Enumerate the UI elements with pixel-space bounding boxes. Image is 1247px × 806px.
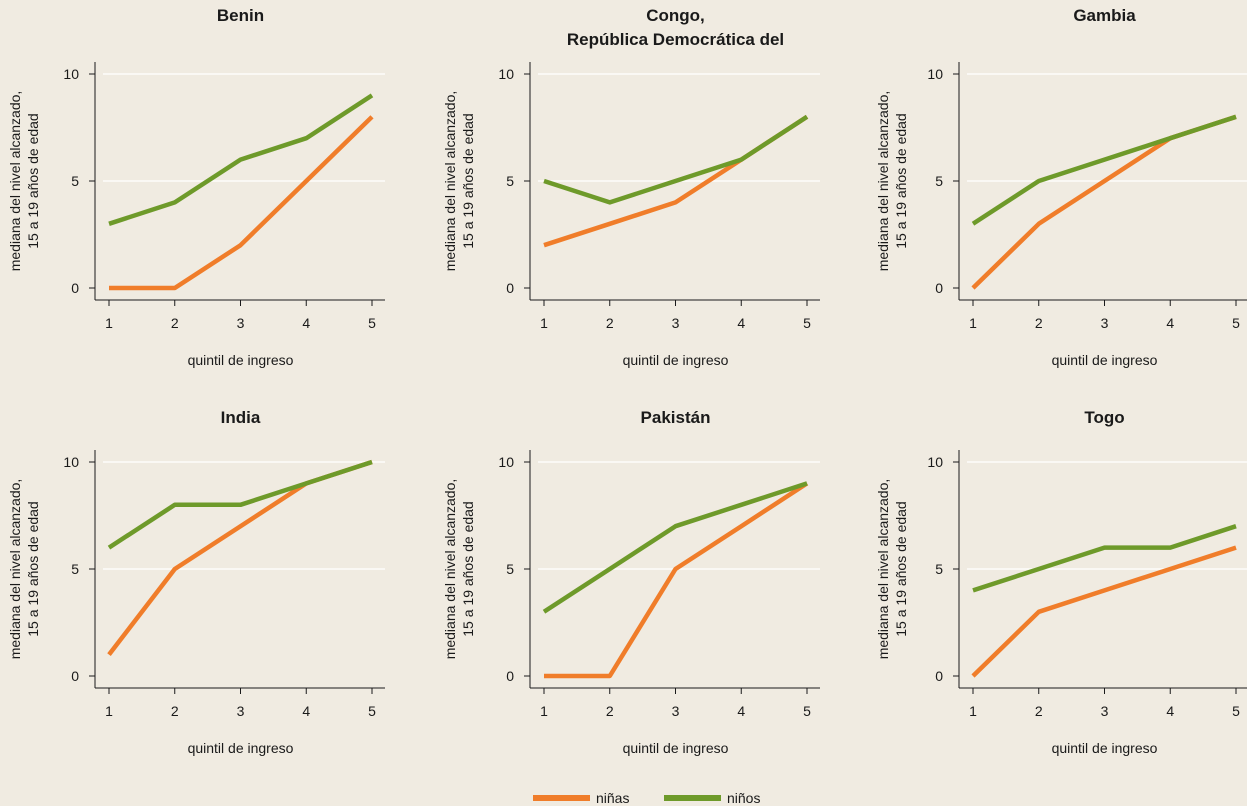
x-tick-label: 1 bbox=[105, 703, 113, 719]
x-tick-label: 5 bbox=[803, 315, 811, 331]
y-tick-label: 10 bbox=[498, 454, 514, 470]
x-axis-label: quintil de ingreso bbox=[623, 740, 729, 756]
y-tick-label: 0 bbox=[935, 280, 943, 296]
y-axis-label: 15 a 19 años de edad bbox=[893, 501, 909, 636]
series-line-ninos bbox=[972, 524, 1237, 593]
y-tick-label: 5 bbox=[506, 173, 514, 189]
series-line-ninos bbox=[543, 114, 809, 205]
series-line-ninos bbox=[542, 481, 808, 614]
series-line-ninas bbox=[544, 481, 809, 679]
y-axis-label: mediana del nivel alcanzado, bbox=[7, 479, 23, 660]
y-tick-label: 10 bbox=[927, 66, 943, 82]
x-tick-label: 3 bbox=[672, 315, 680, 331]
x-axis-label: quintil de ingreso bbox=[1052, 352, 1158, 368]
y-axis-label: 15 a 19 años de edad bbox=[460, 113, 476, 248]
x-tick-label: 2 bbox=[171, 315, 179, 331]
panel-title: República Democrática del bbox=[567, 30, 784, 49]
panel-1: Benin 0 5 10 1 2 3 4 5 quintil de ingreso mediana … bbox=[7, 6, 385, 368]
y-tick-label: 0 bbox=[71, 280, 79, 296]
x-tick-label: 3 bbox=[237, 703, 245, 719]
x-axis-label: quintil de ingreso bbox=[623, 352, 729, 368]
y-tick-label: 0 bbox=[506, 280, 514, 296]
y-tick-label: 10 bbox=[63, 66, 79, 82]
y-axis-label: 15 a 19 años de edad bbox=[25, 113, 41, 248]
y-tick-label: 5 bbox=[506, 561, 514, 577]
y-tick-label: 5 bbox=[71, 173, 79, 189]
y-tick-label: 5 bbox=[935, 561, 943, 577]
y-tick-label: 5 bbox=[935, 173, 943, 189]
y-tick-label: 0 bbox=[71, 668, 79, 684]
x-tick-label: 1 bbox=[105, 315, 113, 331]
x-tick-label: 5 bbox=[803, 703, 811, 719]
panel-title: Gambia bbox=[1073, 6, 1136, 25]
panel-5: Pakistán 0 5 10 1 2 3 4 5 quintil de ingreso media… bbox=[442, 408, 820, 756]
legend-label-ninos: niños bbox=[727, 790, 760, 806]
y-tick-label: 10 bbox=[498, 66, 514, 82]
x-axis-label: quintil de ingreso bbox=[188, 352, 294, 368]
x-tick-label: 4 bbox=[737, 703, 745, 719]
y-axis-label: 15 a 19 años de edad bbox=[25, 501, 41, 636]
y-axis-label: 15 a 19 años de edad bbox=[460, 501, 476, 636]
series-line-ninas bbox=[971, 114, 1237, 290]
panel-title: Pakistán bbox=[641, 408, 711, 427]
y-tick-label: 0 bbox=[506, 668, 514, 684]
series-line-ninos bbox=[107, 459, 373, 550]
y-axis-label: 15 a 19 años de edad bbox=[893, 113, 909, 248]
x-tick-label: 1 bbox=[540, 315, 548, 331]
x-axis-label: quintil de ingreso bbox=[188, 740, 294, 756]
series-line-ninas bbox=[107, 459, 373, 656]
panel-6: Togo 0 5 10 1 2 3 4 5 quintil de ingreso mediana d… bbox=[875, 408, 1247, 756]
series-line-ninas bbox=[109, 115, 374, 291]
y-axis-label: mediana del nivel alcanzado, bbox=[442, 479, 458, 660]
legend: niñas niños bbox=[533, 790, 760, 806]
y-tick-label: 10 bbox=[63, 454, 79, 470]
y-tick-label: 5 bbox=[71, 561, 79, 577]
x-tick-label: 4 bbox=[302, 315, 310, 331]
panel-title: Benin bbox=[217, 6, 264, 25]
x-tick-label: 4 bbox=[737, 315, 745, 331]
x-tick-label: 3 bbox=[1101, 703, 1109, 719]
x-tick-label: 5 bbox=[368, 315, 376, 331]
series-line-ninos bbox=[971, 114, 1237, 226]
x-tick-label: 4 bbox=[302, 703, 310, 719]
legend-label-ninas: niñas bbox=[596, 790, 629, 806]
x-tick-label: 2 bbox=[1035, 315, 1043, 331]
x-tick-label: 1 bbox=[540, 703, 548, 719]
series-line-ninas bbox=[971, 545, 1237, 678]
series-line-ninos bbox=[108, 93, 374, 226]
y-tick-label: 10 bbox=[927, 454, 943, 470]
x-tick-label: 3 bbox=[237, 315, 245, 331]
panel-2: Congo, República Democrática del 0 5 10 1 2 3 4 5… bbox=[442, 6, 820, 368]
x-axis-label: quintil de ingreso bbox=[1052, 740, 1158, 756]
y-axis-label: mediana del nivel alcanzado, bbox=[875, 479, 891, 660]
x-tick-label: 5 bbox=[1232, 703, 1240, 719]
x-tick-label: 3 bbox=[672, 703, 680, 719]
panel-4: India 0 5 10 1 2 3 4 5 quintil de ingreso mediana … bbox=[7, 408, 385, 756]
x-tick-label: 4 bbox=[1166, 315, 1174, 331]
x-tick-label: 5 bbox=[1232, 315, 1240, 331]
x-tick-label: 3 bbox=[1101, 315, 1109, 331]
x-tick-label: 5 bbox=[368, 703, 376, 719]
y-axis-label: mediana del nivel alcanzado, bbox=[442, 91, 458, 272]
x-tick-label: 2 bbox=[171, 703, 179, 719]
x-tick-label: 2 bbox=[606, 315, 614, 331]
x-tick-label: 2 bbox=[1035, 703, 1043, 719]
x-tick-label: 2 bbox=[606, 703, 614, 719]
y-tick-label: 0 bbox=[935, 668, 943, 684]
panel-title: Togo bbox=[1084, 408, 1124, 427]
y-axis-label: mediana del nivel alcanzado, bbox=[875, 91, 891, 272]
x-tick-label: 1 bbox=[969, 703, 977, 719]
panel-title: Congo, bbox=[646, 6, 705, 25]
panel-title: India bbox=[221, 408, 261, 427]
x-tick-label: 1 bbox=[969, 315, 977, 331]
panel-3: Gambia 0 5 10 1 2 3 4 5 quintil de ingreso mediana… bbox=[875, 6, 1247, 368]
y-axis-label: mediana del nivel alcanzado, bbox=[7, 91, 23, 272]
x-tick-label: 4 bbox=[1166, 703, 1174, 719]
